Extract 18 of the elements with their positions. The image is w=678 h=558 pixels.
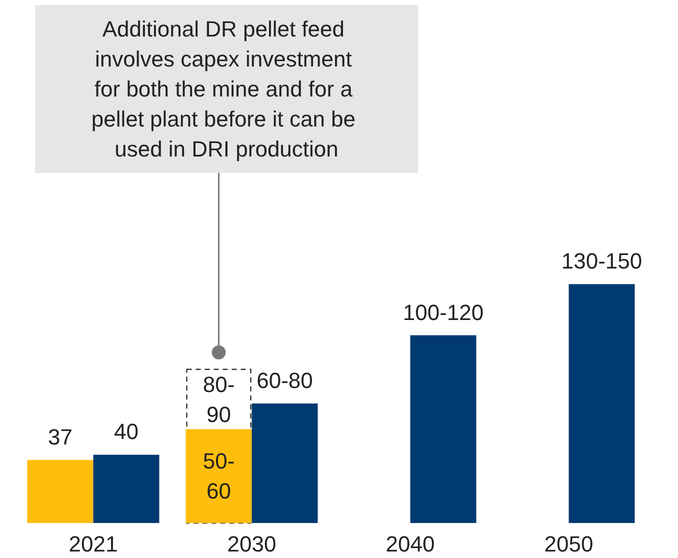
data-label: 60-80 (256, 368, 313, 394)
bar (93, 454, 160, 523)
text: Additional DR pellet feed involves capex investment for both the mine and for a pellet plant before it can be used in DRI production (91, 16, 362, 162)
bar (568, 284, 635, 523)
x-tick-label: 2040 (386, 532, 435, 556)
bar (252, 404, 318, 523)
x-tick-label: 2050 (544, 532, 594, 556)
data-label: 80-90 (202, 372, 235, 427)
data-label: 130-150 (561, 248, 642, 274)
bar (27, 460, 94, 523)
x-tick-label: 2021 (68, 532, 118, 556)
data-label: 50-60 (202, 448, 235, 504)
bar (410, 335, 476, 523)
data-label: 37 (48, 424, 72, 450)
data-label: 40 (114, 419, 138, 444)
x-tick-label: 2030 (227, 532, 276, 556)
bar (186, 429, 252, 523)
data-label: 100-120 (402, 300, 484, 325)
